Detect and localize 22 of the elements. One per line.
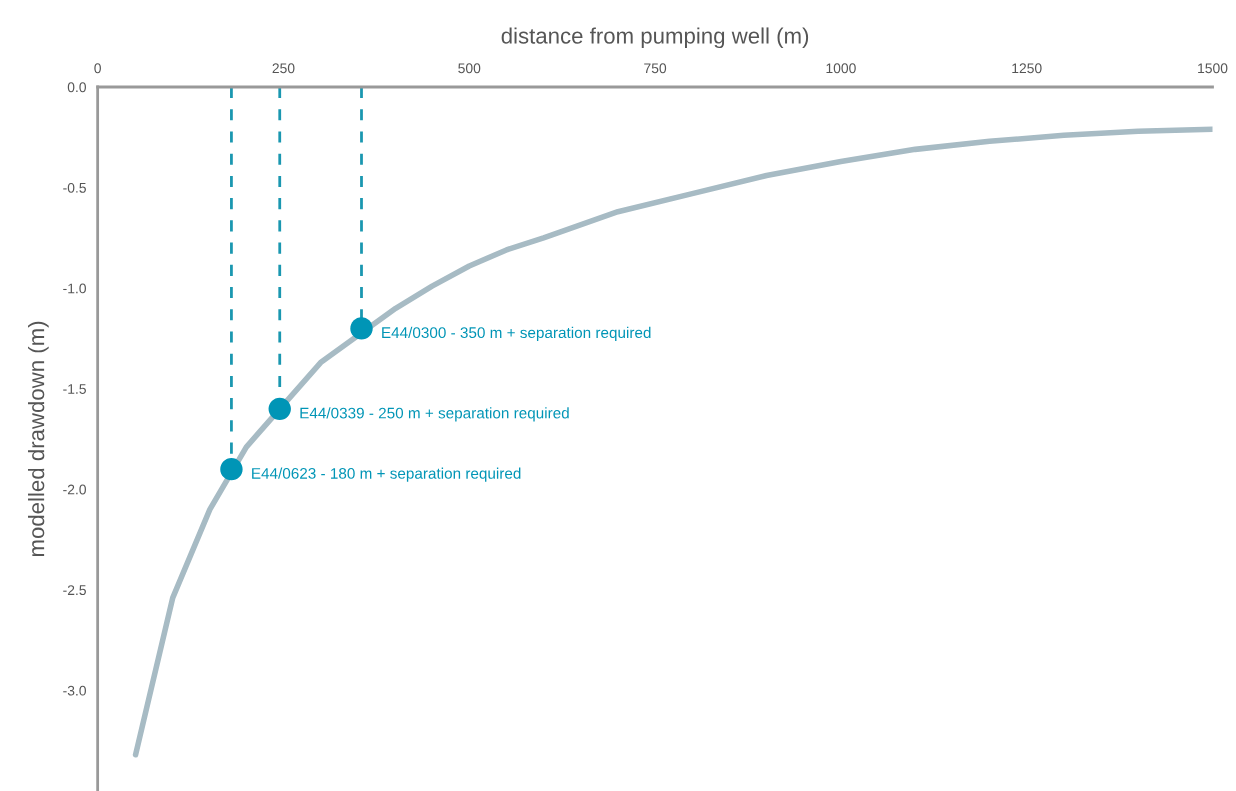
annotation: E44/0300 - 350 m + separation required	[382, 326, 651, 342]
point	[268, 397, 291, 421]
y-tick-label: -1.5	[63, 384, 86, 394]
x-tick-label: 1500	[1198, 63, 1228, 74]
annotation: E44/0339 - 250 m + separation required	[300, 407, 569, 422]
x-tick-label: 1000	[826, 63, 856, 74]
y-tick-label: -1.0	[63, 283, 86, 294]
y-tick-label: -0.5	[63, 182, 86, 193]
x-axis-title: distance from pumping well (m)	[501, 27, 809, 49]
x-tick-label: 250	[272, 63, 295, 74]
x-tick-label: 500	[458, 63, 481, 74]
x-tick-label: 1250	[1012, 63, 1042, 74]
annotation: E44/0623 - 180 m + separation required	[252, 467, 521, 482]
point	[350, 317, 373, 340]
y-tick-label: -2.0	[63, 484, 86, 495]
x-tick-label: 750	[644, 63, 667, 74]
y-tick-label: -3.0	[63, 685, 86, 696]
y-axis-title: modelled drawdown (m)	[28, 321, 49, 557]
x-tick-label: 0	[94, 63, 101, 74]
point	[220, 457, 243, 481]
y-tick-label: -2.5	[63, 585, 86, 596]
y-tick-label: 0.0	[67, 82, 86, 93]
